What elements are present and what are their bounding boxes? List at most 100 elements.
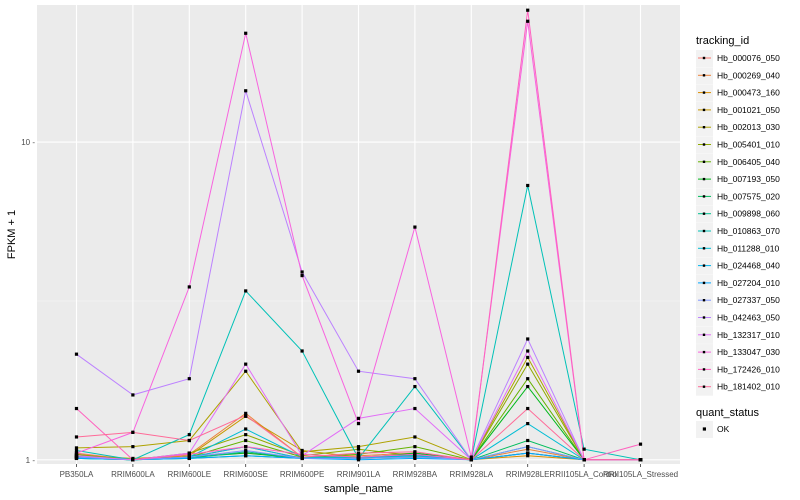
legend-point [702, 247, 706, 250]
data-point [469, 458, 473, 462]
data-point [413, 377, 417, 381]
legend-point [702, 229, 706, 233]
data-point [74, 451, 79, 455]
data-point [356, 455, 361, 459]
legend: tracking_id Hb_000076_050 Hb_000269_040 Hb… [696, 35, 780, 438]
legend-point [702, 350, 706, 354]
data-point [413, 225, 417, 229]
data-point [74, 446, 79, 450]
legend-point [702, 281, 706, 285]
data-point [356, 451, 361, 455]
data-point [244, 454, 248, 458]
legend-point [702, 333, 706, 336]
data-point [526, 349, 530, 353]
data-point [356, 445, 361, 449]
legend-point [702, 56, 706, 60]
data-point [187, 285, 191, 289]
legend-point [702, 385, 706, 388]
data-point [131, 458, 135, 462]
legend-label: Hb_007575_020 [717, 191, 780, 201]
data-point [526, 377, 530, 381]
data-point [244, 413, 248, 417]
data-point [582, 447, 586, 451]
x-tick-label: RRIM600LA [111, 470, 155, 479]
legend-label: Hb_009898_060 [717, 209, 780, 219]
data-point [244, 445, 248, 449]
x-tick-label: RRII105LA_Control [549, 470, 619, 479]
x-tick-label: RRIM600LE [168, 470, 212, 479]
legend-label: Hb_006405_040 [717, 157, 780, 167]
data-point [187, 433, 191, 437]
legend-point [702, 108, 706, 112]
shape-legend-title: quant_status [696, 407, 759, 419]
legend-label: Hb_181402_010 [717, 382, 780, 392]
legend-point [702, 143, 706, 146]
data-point [300, 450, 304, 454]
legend-label: Hb_007193_050 [717, 174, 780, 184]
y-axis-title: FPKM + 1 [6, 210, 18, 259]
data-point [526, 447, 530, 451]
data-point [244, 427, 248, 431]
data-point [74, 448, 79, 453]
data-point [526, 421, 530, 426]
data-point [413, 450, 417, 454]
y-tick-label: 1 - [26, 456, 36, 465]
data-point [638, 442, 643, 446]
data-point [638, 458, 643, 462]
data-point [356, 369, 361, 373]
data-point [74, 454, 79, 458]
x-tick-label: RRII105LA_Stressed [603, 470, 678, 479]
data-point [413, 452, 417, 456]
x-tick-label: RRIM928LA [450, 470, 494, 479]
data-point [74, 352, 79, 356]
legend-point [702, 195, 706, 198]
legend-point [702, 299, 706, 302]
data-point [244, 89, 248, 93]
legend-label: Hb_005401_010 [717, 140, 780, 150]
data-point [131, 393, 135, 397]
legend-label: Hb_132317_010 [717, 330, 780, 340]
data-point [187, 377, 191, 381]
data-point [526, 451, 530, 455]
x-tick-label: PB350LA [60, 470, 94, 479]
data-point [526, 445, 530, 449]
data-point [131, 430, 135, 434]
legend-label: Hb_027204_010 [717, 278, 780, 288]
legend-point [702, 316, 706, 319]
legend-point [702, 126, 706, 129]
data-point [413, 445, 417, 449]
data-point [469, 455, 473, 459]
data-point [300, 349, 304, 353]
data-point [413, 406, 417, 411]
legend-title: tracking_id [696, 35, 749, 47]
data-point [244, 448, 248, 453]
legend-point [702, 264, 706, 267]
data-point [300, 270, 304, 274]
data-point [526, 183, 530, 188]
legend-label: Hb_042463_050 [717, 313, 780, 323]
legend-point [702, 368, 706, 371]
data-point [526, 406, 530, 411]
data-point [526, 362, 530, 366]
data-point [526, 19, 530, 23]
legend-label: Hb_000269_040 [717, 70, 780, 80]
x-axis: PB350LA RRIM600LA RRIM600LE RRIM600SE RRIM60… [60, 464, 678, 479]
data-point [356, 447, 361, 451]
data-point [244, 411, 248, 415]
x-tick-label: RRIM901LA [337, 470, 381, 479]
data-point [244, 289, 248, 293]
legend-point [702, 74, 706, 77]
legend-point [702, 91, 706, 94]
x-tick-label: RRIM600SE [223, 470, 267, 479]
data-point [300, 452, 304, 456]
data-point [356, 421, 361, 426]
data-point [187, 438, 191, 443]
legend-label: Hb_001021_050 [717, 105, 780, 115]
data-points [74, 8, 643, 462]
y-tick-label: 10 - [21, 138, 35, 147]
data-point [244, 362, 248, 366]
legend-label: Hb_133047_030 [717, 347, 780, 357]
x-tick-label: RRIM600PE [280, 470, 324, 479]
x-axis-title: sample_name [324, 483, 393, 495]
